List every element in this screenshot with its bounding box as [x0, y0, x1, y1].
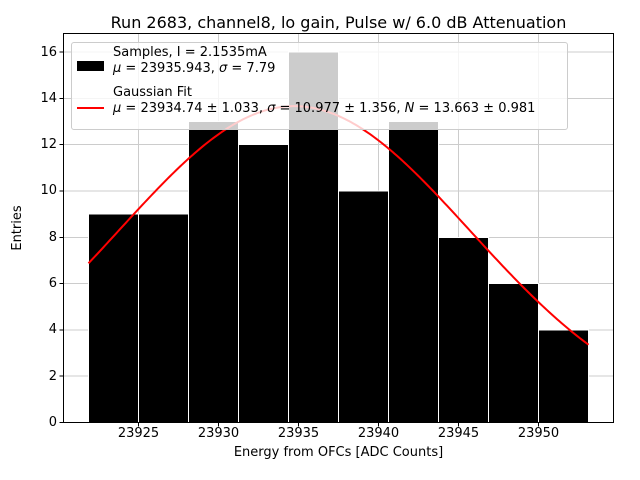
x-axis-label: Energy from OFCs [ADC Counts]	[233, 445, 444, 460]
legend-samples-stats: μ = 23935.943, σ = 7.79	[113, 61, 275, 77]
histogram-bar	[488, 283, 539, 424]
y-tick-label: 16	[40, 44, 57, 60]
legend-stat-segment: = 23935.943,	[121, 61, 220, 76]
y-tick-label: 6	[48, 276, 57, 292]
x-tick-label: 23940	[357, 426, 400, 441]
legend-stat-segment: = 7.79	[227, 61, 276, 76]
chart-title: Run 2683, channel8, lo gain, Pulse w/ 6.…	[110, 13, 567, 32]
x-tick-label: 23930	[197, 426, 240, 441]
y-tick-label: 10	[40, 183, 57, 199]
x-tick-label: 23950	[517, 426, 560, 441]
y-tick-label: 12	[40, 137, 57, 153]
histogram-bar	[238, 144, 289, 423]
axes-frame	[63, 33, 614, 423]
x-tick-label: 23925	[117, 426, 160, 441]
x-tick-label: 23935	[277, 426, 320, 441]
legend-stat-segment: σ	[219, 61, 228, 76]
y-tick-label: 0	[48, 415, 57, 430]
legend: Samples, I = 2.1535mA μ = 23935.943, σ =…	[71, 42, 568, 130]
legend-stat-segment: μ	[113, 101, 122, 116]
legend-stat-segment: μ	[113, 61, 122, 76]
legend-stat-segment: = 13.663 ± 0.981	[414, 101, 536, 116]
histogram-bar	[188, 120, 239, 423]
legend-stat-segment: N	[404, 101, 415, 116]
legend-stat-segment: = 10.977 ± 1.356,	[275, 101, 405, 116]
legend-fit-stats: μ = 23934.74 ± 1.033, σ = 10.977 ± 1.356…	[113, 101, 535, 117]
legend-fit-line-swatch	[77, 107, 104, 109]
histogram-bar	[438, 236, 489, 423]
legend-samples-label: Samples, I = 2.1535mA	[113, 45, 267, 60]
legend-entry-samples: Samples, I = 2.1535mA μ = 23935.943, σ =…	[113, 45, 275, 77]
y-tick-label: 4	[48, 322, 57, 338]
histogram-bar	[338, 190, 389, 423]
histogram-bar	[88, 213, 139, 423]
legend-stat-segment: = 23934.74 ± 1.033,	[121, 101, 268, 116]
legend-fit-label: Gaussian Fit	[113, 85, 193, 100]
y-tick-label: 14	[40, 90, 57, 106]
legend-samples-swatch	[77, 61, 104, 71]
histogram-bar	[138, 213, 189, 423]
histogram-bar	[538, 329, 589, 423]
histogram-bar	[388, 120, 439, 423]
legend-entry-fit: Gaussian Fit μ = 23934.74 ± 1.033, σ = 1…	[113, 85, 535, 117]
y-tick-label: 8	[48, 229, 57, 245]
y-tick-label: 2	[48, 368, 57, 384]
legend-stat-segment: σ	[267, 101, 276, 116]
x-tick-label: 23945	[437, 426, 480, 441]
